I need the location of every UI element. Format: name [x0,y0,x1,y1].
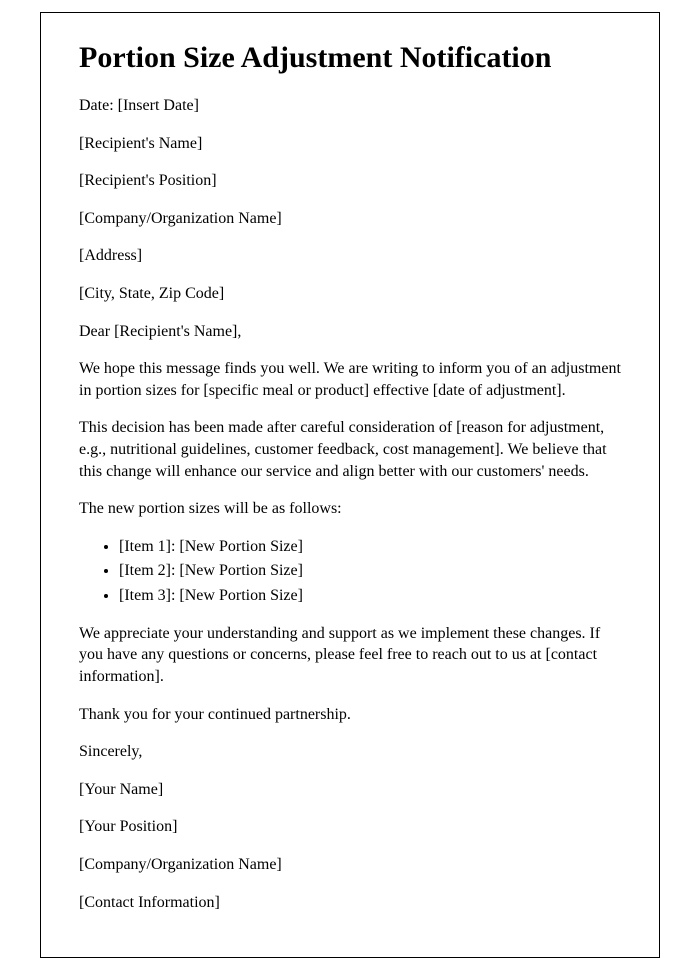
sender-contact: [Contact Information] [79,892,621,914]
sender-name: [Your Name] [79,779,621,801]
list-item: [Item 2]: [New Portion Size] [119,560,621,582]
reason-paragraph: This decision has been made after carefu… [79,417,621,482]
closing-paragraph: We appreciate your understanding and sup… [79,623,621,688]
sender-company: [Company/Organization Name] [79,854,621,876]
list-item: [Item 1]: [New Portion Size] [119,536,621,558]
thanks-paragraph: Thank you for your continued partnership… [79,704,621,726]
document-title: Portion Size Adjustment Notification [79,41,621,75]
company-name: [Company/Organization Name] [79,208,621,230]
city-state-zip: [City, State, Zip Code] [79,283,621,305]
sender-position: [Your Position] [79,816,621,838]
sincerely: Sincerely, [79,741,621,763]
list-intro-paragraph: The new portion sizes will be as follows… [79,498,621,520]
list-item: [Item 3]: [New Portion Size] [119,585,621,607]
intro-paragraph: We hope this message finds you well. We … [79,358,621,401]
date-line: Date: [Insert Date] [79,95,621,117]
recipient-position: [Recipient's Position] [79,170,621,192]
salutation: Dear [Recipient's Name], [79,321,621,343]
document-container: Portion Size Adjustment Notification Dat… [40,12,660,958]
recipient-name: [Recipient's Name] [79,133,621,155]
portion-list: [Item 1]: [New Portion Size] [Item 2]: [… [79,536,621,607]
address: [Address] [79,245,621,267]
